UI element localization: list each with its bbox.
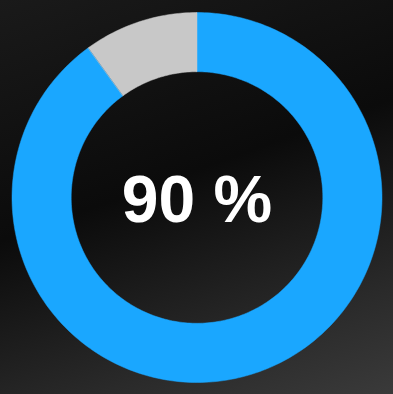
svg-text:90 %: 90 % xyxy=(122,162,272,236)
